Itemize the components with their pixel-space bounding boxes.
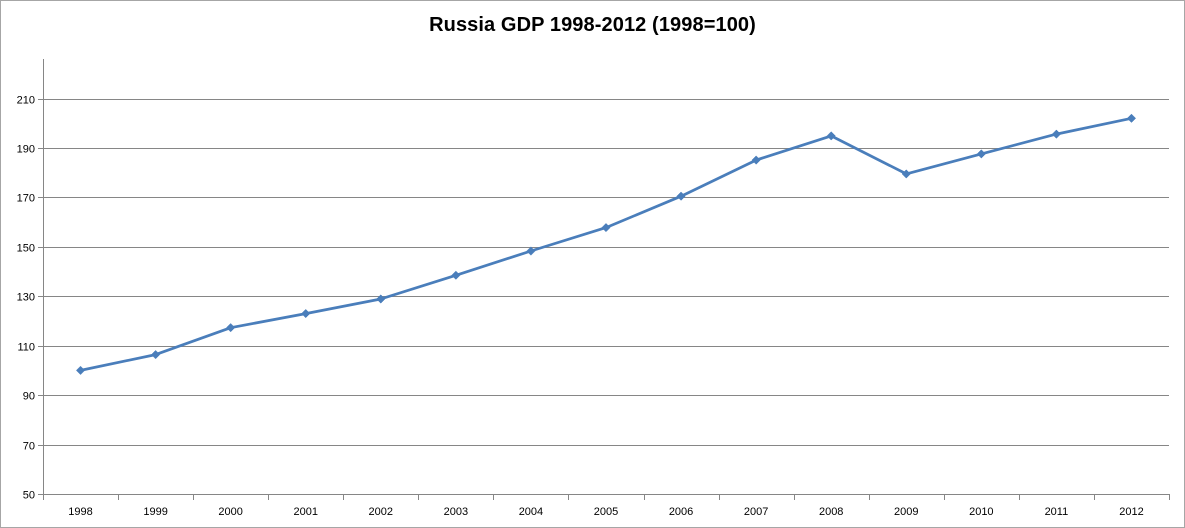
data-point-2003 — [451, 270, 461, 280]
data-point-2011 — [1051, 129, 1061, 139]
data-point-1999 — [151, 350, 161, 360]
chart-title: Russia GDP 1998-2012 (1998=100) — [429, 14, 756, 36]
x-tick-label: 1998 — [68, 506, 92, 518]
y-tick-labels: 50 70 90 110 130 150 170 190 210 — [17, 95, 35, 502]
data-point-2002 — [376, 294, 386, 304]
x-tick-label: 2004 — [519, 506, 543, 518]
x-tick-label: 2006 — [669, 506, 693, 518]
data-point-2005 — [601, 223, 611, 233]
data-point-2000 — [226, 323, 236, 333]
x-tick-label: 2008 — [819, 506, 843, 518]
x-tick-label: 2009 — [894, 506, 918, 518]
y-tick-label: 70 — [23, 441, 35, 453]
data-point-2009 — [901, 169, 911, 179]
x-tick-label: 2003 — [444, 506, 468, 518]
y-tick-label: 90 — [23, 391, 35, 403]
x-tick-label: 2005 — [594, 506, 618, 518]
data-point-1998 — [75, 365, 86, 375]
y-tick-label: 50 — [23, 490, 35, 502]
series-line — [79, 116, 1133, 372]
y-tick-label: 150 — [17, 243, 35, 255]
x-tick-label: 2000 — [218, 506, 242, 518]
x-tick-label: 2012 — [1119, 506, 1143, 518]
axis-layer — [38, 59, 1170, 500]
x-tick-label: 2011 — [1045, 506, 1069, 518]
grid-layer — [43, 99, 1169, 446]
y-tick-label: 190 — [17, 144, 35, 156]
data-point-2012 — [1126, 113, 1137, 123]
y-tick-label: 210 — [17, 95, 35, 107]
x-tick-label: 2002 — [369, 506, 393, 518]
x-tick-label: 2001 — [293, 506, 317, 518]
data-point-2007 — [751, 155, 761, 165]
x-tick-label: 2007 — [744, 506, 768, 518]
y-tick-label: 170 — [17, 193, 35, 205]
x-tick-labels: 1998 1999 2000 2001 2002 2003 2004 2005 2006 2007… — [68, 506, 1143, 518]
data-point-2006 — [676, 191, 686, 201]
y-tick-label: 130 — [17, 292, 35, 304]
data-point-2004 — [526, 246, 536, 256]
x-tick-label: 1999 — [143, 506, 167, 518]
y-tick-label: 110 — [17, 342, 35, 354]
data-point-2001 — [301, 309, 311, 319]
x-tick-label: 2010 — [969, 506, 993, 518]
data-point-2010 — [976, 149, 986, 159]
series-layer — [75, 113, 1137, 375]
data-point-2008 — [826, 131, 836, 141]
